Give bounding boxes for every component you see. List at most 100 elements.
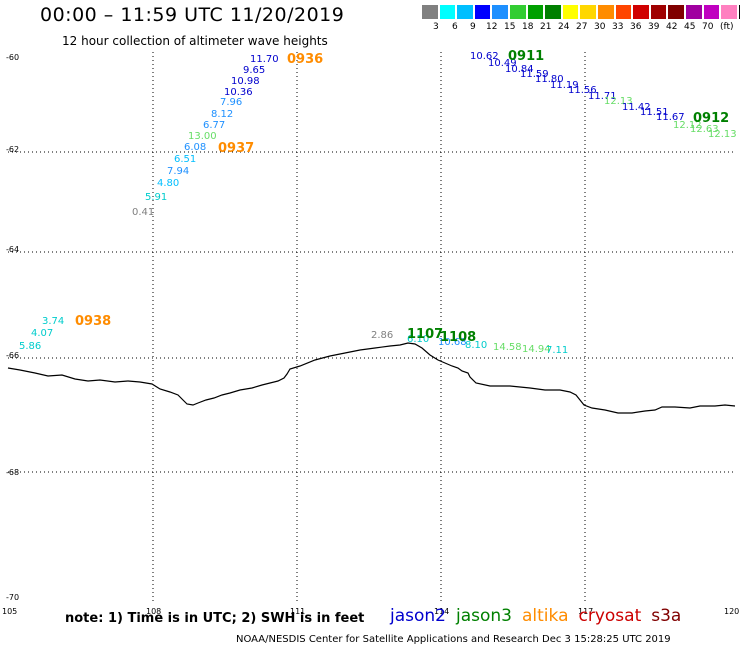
wave-height-value: 10.98 [231, 76, 260, 87]
x-tick-label: 105 [2, 607, 17, 616]
color-scale-bar [421, 4, 740, 20]
scale-swatch-1 [438, 4, 457, 20]
scale-swatch-14 [667, 4, 685, 20]
wave-height-value: 10.84 [505, 64, 534, 75]
wave-height-value: 13.00 [188, 131, 217, 142]
scale-swatch-0 [421, 4, 439, 20]
x-tick-label: 117 [578, 607, 593, 616]
legend-jason2: jason2 [390, 606, 446, 626]
wave-height-value: 6.10 [407, 334, 429, 345]
wave-height-value: 4.07 [31, 328, 53, 339]
scale-label: 15 [504, 22, 516, 32]
legend-s3a: s3a [651, 606, 682, 626]
scale-swatch-2 [456, 4, 474, 20]
y-tick-label: -64 [6, 245, 19, 254]
x-tick-label: 114 [434, 607, 449, 616]
y-tick-label: -68 [6, 468, 19, 477]
scale-label: (ft) [720, 22, 734, 32]
wave-height-value: 14.58 [493, 342, 522, 353]
scale-label: 3 [433, 22, 439, 32]
y-tick-label: -62 [6, 145, 19, 154]
scale-swatch-7 [544, 4, 562, 20]
wave-height-value: 12.13 [604, 96, 633, 107]
wave-height-value: 4.80 [157, 178, 179, 189]
scale-label: 27 [576, 22, 588, 32]
scale-label: 9 [470, 22, 476, 32]
credit-line: NOAA/NESDIS Center for Satellite Applica… [236, 634, 671, 645]
y-tick-label: -66 [6, 351, 19, 360]
wave-height-value: 12.13 [708, 129, 737, 140]
scale-swatch-11 [614, 4, 633, 20]
wave-height-value: 8.10 [465, 340, 487, 351]
pass-time-label: 1107 [407, 327, 443, 342]
pass-time-label: 0912 [693, 111, 729, 126]
scale-label: 33 [612, 22, 624, 32]
wave-height-value: 8.12 [211, 109, 233, 120]
pass-time-label: 0911 [508, 49, 544, 64]
x-tick-label: 120 [724, 607, 739, 616]
wave-height-value: 11.59 [520, 69, 549, 80]
wave-height-value: 9.65 [243, 65, 265, 76]
wave-height-value: 3.74 [42, 316, 64, 327]
wave-height-value: 14.94 [522, 344, 551, 355]
wave-height-value: 11.19 [550, 80, 579, 91]
x-tick-label: 111 [290, 607, 305, 616]
chart-subtitle: 12 hour collection of altimeter wave hei… [62, 34, 328, 48]
scale-swatch-12 [632, 4, 650, 20]
scale-swatch-15 [684, 4, 703, 20]
pass-time-label: 0936 [287, 52, 323, 67]
wave-height-value: 5.91 [145, 192, 167, 203]
scale-label: 39 [648, 22, 660, 32]
pass-time-label: 0937 [218, 141, 254, 156]
wave-height-value: 11.51 [640, 107, 669, 118]
units-note: note: 1) Time is in UTC; 2) SWH is in fe… [65, 611, 365, 626]
scale-swatch-6 [526, 4, 545, 20]
satellite-legend: jason2 jason3 altika cryosat s3a [390, 606, 681, 626]
wave-height-values: 11.709.6510.9810.367.968.126.7713.006.08… [19, 51, 737, 356]
scale-swatch-10 [596, 4, 615, 20]
scale-label: 21 [540, 22, 552, 32]
wave-height-value: 11.70 [250, 54, 279, 65]
legend-jason3: jason3 [456, 606, 512, 626]
scale-label: 42 [666, 22, 678, 32]
x-tick-label: 108 [146, 607, 161, 616]
wave-height-value: 7.11 [546, 345, 568, 356]
wave-height-value: 12.12 [673, 120, 702, 131]
wave-height-value: 11.67 [656, 112, 685, 123]
wave-height-value: 0.41 [132, 207, 154, 218]
wave-height-value: 11.80 [535, 74, 564, 85]
wave-height-value: 6.77 [203, 120, 225, 131]
pass-time-label: 0938 [75, 314, 111, 329]
wave-height-value: 7.94 [167, 166, 189, 177]
scale-swatch-17 [720, 4, 738, 20]
scale-swatch-13 [649, 4, 668, 20]
scale-swatch-16 [702, 4, 721, 20]
chart-title: 00:00 – 11:59 UTC 11/20/2019 [40, 4, 345, 26]
y-tick-label: -70 [6, 593, 19, 602]
scale-swatch-3 [473, 4, 492, 20]
wave-height-value: 10.62 [470, 51, 499, 62]
scale-label: 24 [558, 22, 570, 32]
y-tick-label: -60 [6, 53, 19, 62]
wave-height-value: 10.49 [488, 58, 517, 69]
scale-swatch-5 [508, 4, 527, 20]
antarctic-coastline [7, 342, 736, 414]
wave-height-value: 6.08 [184, 142, 206, 153]
legend-cryosat: cryosat [578, 606, 642, 626]
wave-height-value: 11.42 [622, 102, 651, 113]
scale-swatch-8 [561, 4, 580, 20]
scale-swatch-18 [737, 4, 740, 20]
scale-label: 12 [486, 22, 498, 32]
wave-height-value: 6.51 [174, 154, 196, 165]
scale-label: 70 [702, 22, 714, 32]
wave-height-value: 11.56 [568, 85, 597, 96]
pass-time-label: 1108 [440, 330, 476, 345]
wave-height-value: 10.68 [438, 337, 467, 348]
wave-height-value: 7.96 [220, 97, 242, 108]
wave-height-value: 10.36 [224, 87, 253, 98]
scale-label: 36 [630, 22, 642, 32]
legend-altika: altika [522, 606, 569, 626]
scale-swatch-4 [491, 4, 509, 20]
wave-height-value: 5.86 [19, 341, 41, 352]
